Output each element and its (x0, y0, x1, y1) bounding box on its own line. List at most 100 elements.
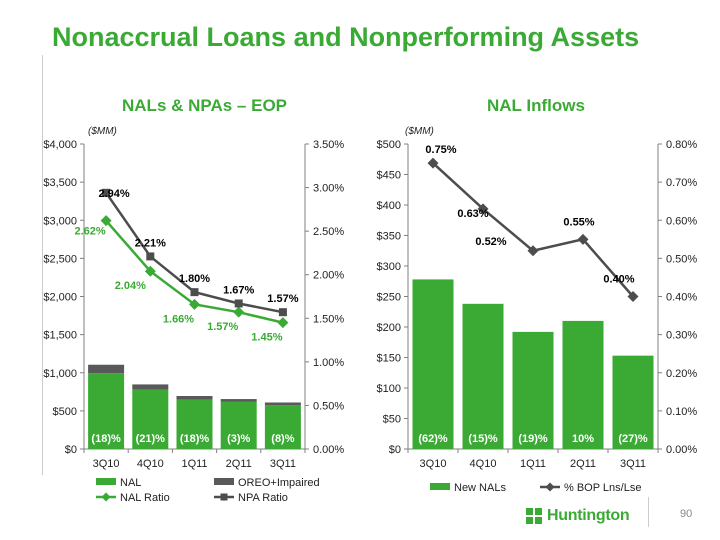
y-left-tick-label: $2,500 (43, 253, 77, 265)
legend-label: NPA Ratio (238, 492, 288, 504)
line-data-label: 0.63% (457, 208, 488, 220)
y-right-tick-label: 3.00% (313, 183, 344, 195)
bar-data-label: (27)% (618, 433, 648, 445)
y-right-tick-label: 0.80% (666, 139, 697, 151)
footer-divider (648, 497, 649, 527)
y-left-tick-label: $3,500 (43, 177, 77, 189)
line-data-label: 0.52% (475, 236, 506, 248)
line-data-label: 2.94% (98, 188, 129, 200)
bar-new-nals (612, 355, 654, 449)
line-data-label: 2.21% (135, 237, 166, 249)
y-left-tick-label: $1,000 (43, 368, 77, 380)
legend-swatch (214, 478, 234, 485)
bar-nal (176, 399, 213, 449)
y-left-tick-label: $500 (53, 406, 77, 418)
legend-swatch (430, 483, 450, 490)
x-tick-label: 3Q11 (270, 458, 296, 470)
x-tick-label: 1Q11 (181, 458, 207, 470)
page-title: Nonaccrual Loans and Nonperforming Asset… (52, 22, 640, 52)
y-right-tick-label: 2.50% (313, 226, 344, 238)
legend-marker (545, 482, 555, 492)
bar-oreo-impaired (176, 396, 213, 400)
legend-label: New NALs (454, 482, 506, 494)
bar-data-label: (21)% (136, 433, 166, 445)
y-left-tick-label: $100 (377, 383, 401, 395)
left-chart-title: NALs & NPAs – EOP (122, 96, 288, 115)
huntington-logo: Huntington (526, 506, 630, 526)
y-right-tick-label: 0.30% (666, 330, 697, 342)
line-data-label: 2.04% (115, 280, 146, 292)
x-tick-label: 3Q10 (93, 458, 120, 470)
bar-data-label: (15)% (468, 433, 498, 445)
x-tick-label: 3Q11 (620, 458, 646, 470)
y-left-tick-label: $500 (377, 139, 401, 151)
logo-text: Huntington (547, 507, 630, 524)
logo-mark-icon (526, 508, 542, 524)
legend-label: % BOP Lns/Lse (564, 482, 641, 494)
line-data-label: 1.57% (267, 293, 298, 305)
legend-marker (220, 493, 228, 501)
legend-swatch (96, 478, 116, 485)
line-data-label: 1.57% (207, 321, 238, 333)
y-left-tick-label: $50 (383, 414, 401, 426)
legend-label: NAL Ratio (120, 492, 170, 504)
y-right-tick-label: 0.50% (313, 400, 344, 412)
bar-new-nals (512, 331, 554, 449)
bar-data-label: (19)% (518, 433, 548, 445)
data-point-marker (577, 233, 589, 245)
bar-nal (220, 401, 257, 449)
bar-data-label: (8)% (271, 433, 294, 445)
page-number: 90 (680, 508, 693, 520)
legend-marker (101, 492, 111, 502)
data-point-marker (278, 308, 287, 317)
y-right-tick-label: 0.00% (313, 444, 344, 456)
data-point-marker (190, 288, 199, 297)
y-right-tick-label: 1.50% (313, 313, 344, 325)
bar-nal (132, 389, 169, 449)
bar-new-nals (412, 279, 454, 449)
data-point-marker (189, 298, 200, 310)
y-left-tick-label: $200 (377, 322, 401, 334)
unit-label: ($MM) (405, 126, 434, 137)
data-point-marker (277, 317, 289, 329)
legend-label: OREO+Impaired (238, 477, 320, 489)
y-right-tick-label: 3.50% (313, 139, 344, 151)
legend-label: NAL (120, 477, 141, 489)
bar-data-label: (3)% (227, 433, 250, 445)
line-data-label: 0.40% (603, 274, 634, 286)
bar-new-nals (462, 303, 504, 449)
line-data-label: 1.66% (163, 313, 194, 325)
y-left-tick-label: $400 (377, 200, 401, 212)
x-tick-label: 1Q11 (520, 458, 546, 470)
y-right-tick-label: 1.00% (313, 357, 344, 369)
bar-data-label: 10% (572, 433, 594, 445)
unit-label: ($MM) (88, 126, 117, 137)
line-data-label: 1.80% (179, 273, 210, 285)
data-point-marker (234, 299, 243, 308)
x-tick-label: 2Q11 (570, 458, 596, 470)
bar-oreo-impaired (88, 364, 125, 374)
bar-oreo-impaired (264, 402, 301, 406)
data-point-marker (427, 157, 439, 169)
y-right-tick-label: 0.60% (666, 215, 697, 227)
y-left-tick-label: $3,000 (43, 215, 77, 227)
y-left-tick-label: $0 (65, 444, 77, 456)
y-right-tick-label: 0.50% (666, 253, 697, 265)
y-left-tick-label: $150 (377, 353, 401, 365)
y-right-tick-label: 2.00% (313, 270, 344, 282)
y-left-tick-label: $1,500 (43, 330, 77, 342)
data-point-marker (144, 265, 156, 277)
y-left-tick-label: $350 (377, 231, 401, 243)
data-point-marker (102, 188, 111, 197)
data-point-marker (233, 306, 245, 318)
y-right-tick-label: 0.00% (666, 444, 697, 456)
x-tick-label: 4Q10 (470, 458, 497, 470)
y-left-tick-label: $450 (377, 170, 401, 182)
x-tick-label: 3Q10 (420, 458, 447, 470)
line-data-label: 1.45% (251, 332, 282, 344)
line-data-label: 2.62% (74, 226, 105, 238)
y-right-tick-label: 0.40% (666, 292, 697, 304)
y-right-tick-label: 0.10% (666, 406, 697, 418)
bar-nal (88, 373, 125, 449)
